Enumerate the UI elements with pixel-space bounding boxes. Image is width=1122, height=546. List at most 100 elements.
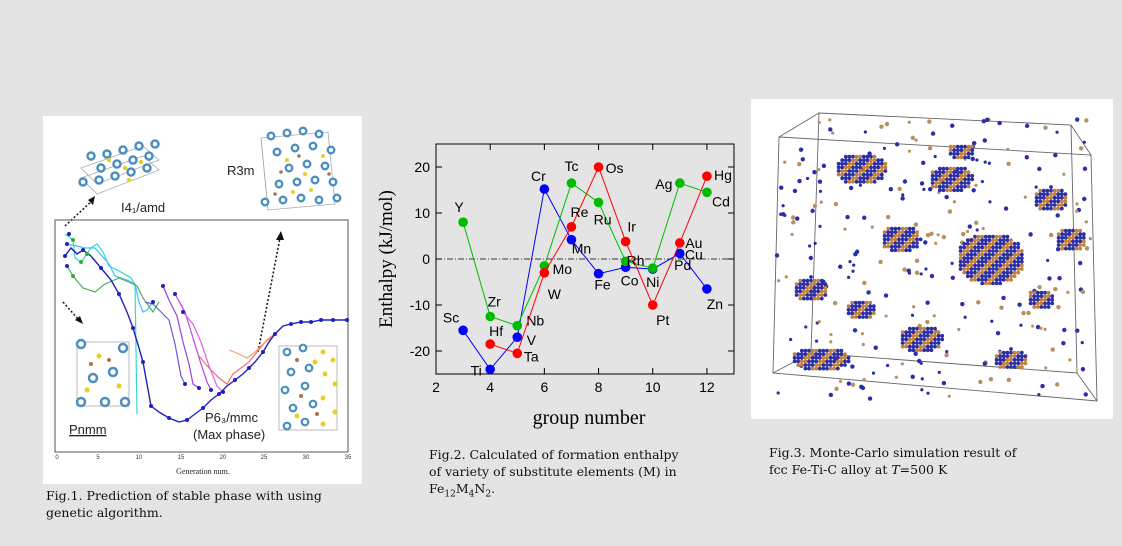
y-tick-label: -10 — [410, 297, 430, 313]
point-label: Ta — [524, 348, 539, 364]
point-label: Sc — [443, 309, 459, 325]
fig1-plot-frame — [54, 219, 349, 453]
svg-text:5: 5 — [96, 455, 100, 461]
svg-text:35: 35 — [345, 455, 352, 461]
label-p63mmc: P6₃/mmc — [205, 410, 258, 425]
point-label: Au — [685, 235, 702, 251]
fig3-panel — [751, 99, 1113, 419]
point-label: Zn — [707, 296, 723, 312]
point-label: Cd — [712, 193, 730, 209]
data-point — [593, 162, 604, 172]
point-label: Y — [454, 199, 464, 215]
fig1-caption-line2: genetic algorithm. — [46, 505, 163, 520]
data-point — [702, 187, 712, 198]
fig1-image: I4₁/amd R3m — [54, 126, 352, 476]
fig1-caption-line1: Fig.1. Prediction of stable phase with u… — [46, 488, 322, 503]
data-point — [702, 171, 712, 181]
label-r3m: R3m — [227, 163, 254, 178]
point-label: Ir — [627, 219, 636, 235]
data-point — [620, 256, 631, 267]
point-label: V — [527, 332, 537, 348]
data-point — [675, 238, 685, 248]
point-label: W — [548, 286, 562, 302]
data-point — [593, 197, 604, 208]
series-1: Y Zr Nb Mo Tc Ru Rh Pd Ag Cd — [454, 158, 730, 331]
svg-text:0: 0 — [55, 455, 59, 461]
data-point — [485, 364, 495, 375]
svg-text:15: 15 — [178, 455, 185, 461]
data-point — [593, 268, 604, 279]
point-label: Re — [571, 204, 589, 220]
arrow-to-pnmm-icon — [62, 301, 83, 324]
crystal-pnmm-icon — [75, 338, 131, 408]
data-point — [702, 284, 712, 294]
x-tick-label: 2 — [432, 379, 440, 395]
chart-ylabel: Enthalpy (kJ/mol) — [376, 190, 397, 328]
crystal-i41amd-icon — [78, 139, 160, 195]
fig3-caption-line2: fcc Fe-Ti-C alloy at T=500 K — [769, 462, 948, 477]
x-tick-label: 4 — [486, 379, 494, 395]
point-label: Rh — [627, 252, 645, 268]
ga-main-curve — [63, 232, 349, 423]
y-tick-label: 0 — [422, 251, 430, 267]
data-point — [566, 178, 577, 188]
point-label: Mn — [572, 241, 591, 257]
point-label: Nb — [526, 313, 544, 329]
x-tick-label: 8 — [595, 379, 603, 395]
point-label: Ru — [594, 211, 612, 227]
fig2-caption: Fig.2. Calculated of formation enthalpy … — [429, 446, 729, 504]
point-label: Ti — [471, 362, 482, 378]
series-line — [462, 182, 708, 327]
data-point — [647, 263, 658, 273]
arrow-to-i41amd-icon — [64, 196, 95, 227]
data-point — [675, 178, 685, 188]
data-point — [566, 222, 577, 232]
data-point — [539, 268, 550, 278]
crystal-r3m-icon — [260, 126, 342, 211]
point-label: Cr — [531, 168, 546, 184]
fig3-caption-line1: Fig.3. Monte-Carlo simulation result of — [769, 445, 1017, 460]
point-label: Mo — [553, 261, 573, 277]
data-point — [458, 217, 468, 227]
point-label: Ag — [655, 176, 672, 192]
point-label: Cu — [685, 246, 703, 262]
arrow-to-r3m-icon — [257, 231, 284, 353]
data-point — [512, 320, 523, 331]
data-point — [675, 248, 685, 259]
data-point — [485, 339, 495, 349]
crystal-p63mmc-icon — [278, 343, 338, 431]
data-point — [620, 236, 631, 247]
fig1-caption: Fig.1. Prediction of stable phase with u… — [46, 487, 366, 521]
chart-xlabel: group number — [533, 407, 646, 429]
label-pnmm: Pnmm — [69, 422, 107, 437]
point-label: Co — [621, 272, 639, 288]
svg-text:25: 25 — [261, 455, 268, 461]
fig2-caption-line2: of variety of substitute elements (M) in — [429, 464, 677, 479]
point-label: Fe — [594, 277, 611, 293]
point-label: Hg — [714, 167, 732, 183]
data-point — [647, 300, 658, 310]
series-2: Hf Ta W Re Os Ir Pt Au Hg — [485, 160, 732, 364]
data-point — [566, 234, 577, 245]
fig1-panel: I4₁/amd R3m — [43, 116, 362, 484]
svg-text:20: 20 — [220, 455, 227, 461]
label-i41amd: I4₁/amd — [121, 200, 165, 215]
series-0: Sc Ti V Cr Mn Fe Co Ni Cu Zn — [443, 168, 723, 378]
data-point — [512, 348, 523, 359]
y-tick-label: -20 — [410, 343, 430, 359]
data-point — [512, 332, 523, 342]
point-label: Ni — [646, 274, 659, 290]
x-tick-label: 10 — [645, 379, 661, 395]
y-tick-label: 20 — [414, 159, 430, 175]
ga-curves — [64, 233, 278, 415]
point-label: Hf — [489, 323, 503, 339]
fig1-xlabel: Generation num. — [176, 467, 230, 476]
data-point — [485, 311, 495, 322]
fig3-image — [772, 112, 1098, 402]
fig2-caption-line3: Fe12M4N2. — [429, 481, 496, 500]
svg-text:10: 10 — [136, 455, 143, 461]
data-point — [539, 184, 550, 194]
x-tick-label: 12 — [699, 379, 715, 395]
label-max-phase: (Max phase) — [193, 427, 265, 442]
